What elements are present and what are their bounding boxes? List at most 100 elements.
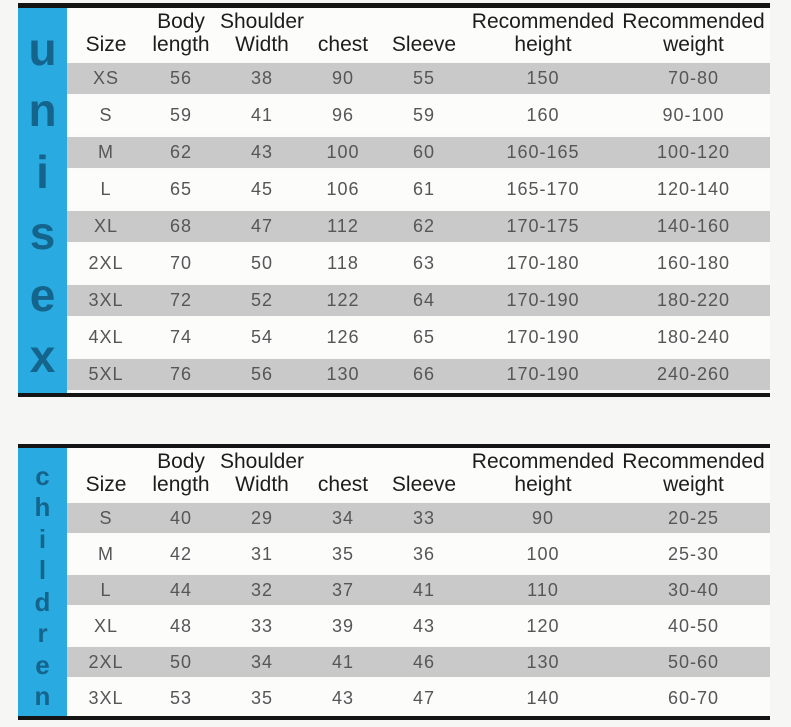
value-cell: 180-220 bbox=[617, 282, 770, 319]
value-cell: 170-190 bbox=[469, 356, 617, 393]
value-cell: 170-175 bbox=[469, 208, 617, 245]
value-cell: 35 bbox=[250, 687, 274, 708]
value-cell: 25-30 bbox=[667, 543, 720, 564]
table-row: M 42 31 35 36 100 25-30 bbox=[67, 536, 770, 572]
group-letter: x bbox=[29, 330, 56, 383]
value-cell: 100-120 bbox=[617, 134, 770, 171]
value-cell: 118 bbox=[327, 253, 359, 273]
value-cell: 35 bbox=[331, 543, 355, 564]
value-cell: 70 bbox=[169, 253, 193, 273]
value-cell: 170-180 bbox=[506, 253, 580, 273]
group-letter: i bbox=[38, 523, 47, 554]
group-letter: c bbox=[35, 460, 50, 491]
size-cell: 4XL bbox=[88, 327, 124, 347]
value-cell: 32 bbox=[217, 572, 307, 608]
size-cell: L bbox=[67, 572, 145, 608]
table-row: 2XL 50 34 41 46 130 50-60 bbox=[67, 644, 770, 680]
value-cell: 39 bbox=[331, 615, 355, 636]
value-cell: 90 bbox=[469, 500, 617, 536]
value-cell: 62 bbox=[145, 134, 217, 171]
value-cell: 50 bbox=[250, 253, 274, 273]
group-letter: s bbox=[29, 207, 56, 260]
header-row: Size Body length Shoulder Width chest Sl… bbox=[67, 8, 770, 60]
size-cell: 2XL bbox=[88, 253, 124, 273]
value-cell: 30-40 bbox=[617, 572, 770, 608]
value-cell: 55 bbox=[379, 60, 469, 97]
value-cell: 160-180 bbox=[656, 253, 731, 273]
value-cell: 100 bbox=[526, 543, 560, 564]
value-cell: 20-25 bbox=[617, 500, 770, 536]
value-cell: 60-70 bbox=[667, 687, 720, 708]
table-row: XS 56 38 90 55 150 70-80 bbox=[67, 60, 770, 97]
group-letter: n bbox=[28, 84, 57, 137]
table-row: XL 48 33 39 43 120 40-50 bbox=[67, 608, 770, 644]
value-cell: 96 bbox=[331, 105, 355, 125]
col-header-sleeve: Sleeve bbox=[391, 33, 457, 56]
value-cell: 170-190 bbox=[506, 327, 580, 347]
group-letter: i bbox=[36, 145, 49, 198]
size-cell: M bbox=[98, 543, 114, 564]
value-cell: 150 bbox=[469, 60, 617, 97]
children-spec-table: Size Body length Shoulder Width chest Sl… bbox=[67, 448, 770, 716]
value-cell: 76 bbox=[145, 356, 217, 393]
value-cell: 74 bbox=[169, 327, 193, 347]
value-cell: 130 bbox=[469, 644, 617, 680]
value-cell: 120-140 bbox=[656, 179, 731, 199]
value-cell: 44 bbox=[145, 572, 217, 608]
table-row: XL 68 47 112 62 170-175 140-160 bbox=[67, 208, 770, 245]
col-header-size: Size bbox=[85, 473, 127, 496]
size-cell: XL bbox=[93, 615, 119, 636]
value-cell: 34 bbox=[307, 500, 379, 536]
size-cell: XS bbox=[67, 60, 145, 97]
table-row: 2XL 70 50 118 63 170-180 160-180 bbox=[67, 245, 770, 282]
value-cell: 50-60 bbox=[617, 644, 770, 680]
value-cell: 54 bbox=[250, 327, 274, 347]
table-row: 5XL 76 56 130 66 170-190 240-260 bbox=[67, 356, 770, 393]
value-cell: 170-190 bbox=[469, 282, 617, 319]
size-cell: L bbox=[100, 179, 112, 199]
value-cell: 41 bbox=[379, 572, 469, 608]
value-cell: 38 bbox=[217, 60, 307, 97]
value-cell: 122 bbox=[307, 282, 379, 319]
col-header-chest: chest bbox=[317, 473, 369, 496]
value-cell: 240-260 bbox=[617, 356, 770, 393]
value-cell: 110 bbox=[469, 572, 617, 608]
group-letter: d bbox=[34, 586, 51, 617]
size-cell: 3XL bbox=[88, 687, 124, 708]
col-header-chest: chest bbox=[317, 33, 369, 56]
value-cell: 53 bbox=[169, 687, 193, 708]
group-letter: l bbox=[38, 555, 47, 586]
value-cell: 43 bbox=[412, 615, 436, 636]
value-cell: 34 bbox=[217, 644, 307, 680]
size-cell: 5XL bbox=[67, 356, 145, 393]
value-cell: 45 bbox=[250, 179, 274, 199]
value-cell: 64 bbox=[379, 282, 469, 319]
unisex-table-body: XS 56 38 90 55 150 70-80 S 59 41 96 59 160 90-100 M 62 4… bbox=[67, 60, 770, 393]
size-cell: 3XL bbox=[67, 282, 145, 319]
value-cell: 63 bbox=[412, 253, 436, 273]
size-cell: S bbox=[99, 105, 113, 125]
value-cell: 56 bbox=[145, 60, 217, 97]
value-cell: 29 bbox=[217, 500, 307, 536]
value-cell: 42 bbox=[169, 543, 193, 564]
value-cell: 112 bbox=[307, 208, 379, 245]
table-row: 3XL 72 52 122 64 170-190 180-220 bbox=[67, 282, 770, 319]
group-letter: u bbox=[28, 22, 57, 75]
value-cell: 48 bbox=[169, 615, 193, 636]
table-row: S 40 29 34 33 90 20-25 bbox=[67, 500, 770, 536]
col-header-recommended-weight: Recommended weight bbox=[622, 450, 765, 496]
value-cell: 60 bbox=[379, 134, 469, 171]
value-cell: 100 bbox=[307, 134, 379, 171]
value-cell: 65 bbox=[169, 179, 193, 199]
size-cell: 2XL bbox=[67, 644, 145, 680]
size-cell: XL bbox=[67, 208, 145, 245]
value-cell: 106 bbox=[326, 179, 360, 199]
table-row: 3XL 53 35 43 47 140 60-70 bbox=[67, 680, 770, 716]
value-cell: 66 bbox=[379, 356, 469, 393]
value-cell: 36 bbox=[412, 543, 436, 564]
size-cell: M bbox=[67, 134, 145, 171]
